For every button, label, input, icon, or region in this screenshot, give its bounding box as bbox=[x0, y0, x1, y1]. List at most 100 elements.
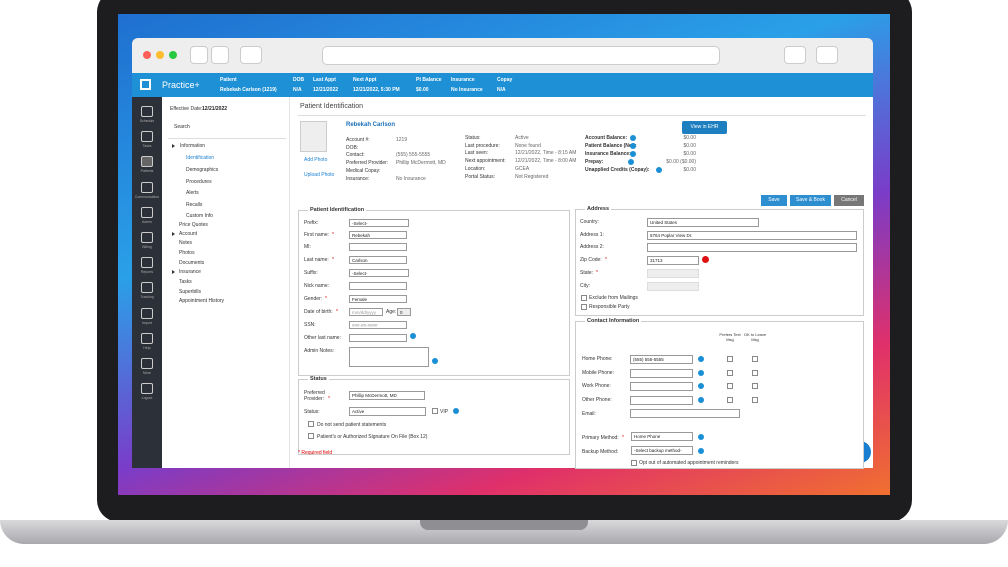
input[interactable]: Carlson bbox=[349, 256, 407, 264]
address-bar[interactable] bbox=[322, 46, 720, 65]
nav-item[interactable]: Recalls bbox=[186, 202, 203, 208]
input[interactable]: ###-##-#### bbox=[349, 321, 407, 329]
sidebar-icon[interactable] bbox=[141, 181, 153, 193]
view-ehr[interactable]: View in EHR bbox=[682, 121, 727, 134]
sidebar-icon[interactable] bbox=[141, 156, 153, 168]
input[interactable] bbox=[647, 269, 699, 278]
checkbox[interactable] bbox=[752, 397, 758, 404]
input[interactable] bbox=[349, 282, 407, 290]
checkbox[interactable] bbox=[727, 369, 733, 376]
input[interactable] bbox=[630, 368, 693, 378]
checkbox[interactable] bbox=[631, 460, 637, 466]
nav-item[interactable]: Price Quotes bbox=[179, 222, 208, 228]
section bbox=[298, 210, 570, 376]
input[interactable]: United States bbox=[647, 218, 759, 227]
nav-item[interactable]: Alerts bbox=[186, 190, 199, 196]
sidebar-icon[interactable] bbox=[141, 282, 153, 294]
header-label: Copay bbox=[497, 77, 513, 83]
sidebar-icon[interactable] bbox=[141, 206, 153, 218]
tabs-button[interactable] bbox=[816, 46, 838, 64]
action-button[interactable]: Cancel bbox=[834, 195, 864, 206]
select[interactable]: Phillip McDermott, MD bbox=[349, 391, 425, 400]
input[interactable]: -Select- bbox=[349, 269, 409, 277]
input[interactable] bbox=[349, 243, 407, 251]
nav-item[interactable]: Appointment History bbox=[179, 298, 225, 304]
detail-value: (555) 555-5555 bbox=[396, 152, 431, 159]
checkbox[interactable] bbox=[727, 397, 733, 404]
checkbox[interactable] bbox=[581, 304, 587, 310]
input[interactable] bbox=[630, 382, 693, 392]
sidebar-icon[interactable] bbox=[141, 106, 153, 117]
sidebar-icon[interactable] bbox=[141, 383, 153, 395]
input[interactable] bbox=[630, 409, 740, 418]
sidebar-icon[interactable] bbox=[141, 332, 153, 344]
nav-item[interactable]: Information bbox=[180, 143, 206, 149]
field-label: City: bbox=[580, 283, 590, 289]
action-button[interactable]: Save & Book bbox=[790, 195, 831, 206]
checkbox[interactable] bbox=[752, 383, 758, 390]
input[interactable]: -Select- bbox=[349, 219, 409, 227]
detail-label: Location: bbox=[465, 165, 486, 172]
minimize-button[interactable] bbox=[156, 51, 164, 59]
nav-item[interactable]: Documents bbox=[179, 260, 205, 266]
input[interactable]: Rebekah bbox=[349, 231, 407, 239]
header-label: Insurance bbox=[451, 77, 475, 83]
check-label: Do not send patient statements bbox=[317, 422, 387, 428]
expander bbox=[172, 232, 175, 236]
sidebar-icon[interactable] bbox=[141, 257, 153, 269]
input[interactable]: Female bbox=[349, 295, 407, 303]
select[interactable]: -Select backup method- bbox=[631, 446, 693, 455]
upload-photo[interactable]: Upload Photo bbox=[304, 172, 335, 178]
input[interactable] bbox=[647, 282, 699, 291]
sidebar-icon[interactable] bbox=[141, 232, 153, 243]
nav-item[interactable]: Tasks bbox=[179, 279, 192, 285]
nav-item[interactable]: Demographics bbox=[186, 167, 219, 173]
nav-item[interactable]: Identification bbox=[186, 155, 215, 161]
input[interactable] bbox=[647, 243, 857, 252]
close-button[interactable] bbox=[143, 51, 151, 59]
balance-value: $0.00 bbox=[683, 135, 696, 141]
divider bbox=[168, 138, 286, 139]
detail-value: Not Registered bbox=[515, 173, 549, 180]
checkbox[interactable] bbox=[581, 295, 587, 301]
search-link[interactable]: Search bbox=[174, 124, 190, 130]
zoom-button[interactable] bbox=[169, 51, 177, 59]
sidebar-icon[interactable] bbox=[141, 358, 153, 369]
input[interactable]: 31713 bbox=[647, 256, 699, 265]
select[interactable]: Active bbox=[349, 407, 426, 416]
checkbox[interactable] bbox=[432, 408, 438, 414]
input[interactable] bbox=[349, 347, 429, 367]
select[interactable]: Home Phone bbox=[631, 432, 693, 441]
add-photo[interactable]: Add Photo bbox=[304, 157, 328, 163]
input[interactable] bbox=[630, 396, 693, 406]
detail-label: Account #: bbox=[346, 137, 370, 143]
nav-item[interactable]: Procedures bbox=[186, 179, 212, 185]
input[interactable] bbox=[349, 334, 407, 342]
forward-button[interactable] bbox=[211, 46, 229, 64]
nav-item[interactable]: Photos bbox=[179, 250, 195, 256]
checkbox[interactable] bbox=[752, 369, 758, 376]
input[interactable]: mm/dd/yyyy bbox=[349, 308, 383, 316]
share-button[interactable] bbox=[784, 46, 806, 64]
detail-value: Active bbox=[515, 135, 529, 141]
back-button[interactable] bbox=[190, 46, 208, 64]
checkbox[interactable] bbox=[308, 433, 314, 439]
action-button[interactable]: Save bbox=[761, 195, 787, 206]
section-heading: Patient Identification bbox=[308, 207, 367, 213]
checkbox[interactable] bbox=[752, 356, 758, 362]
input[interactable]: 5764 Poplar View Dr. bbox=[647, 231, 857, 240]
checkbox[interactable] bbox=[727, 356, 733, 362]
sidebar-toggle[interactable] bbox=[240, 46, 262, 64]
nav-item[interactable]: Custom Info bbox=[186, 213, 213, 219]
nav-item[interactable]: Notes bbox=[179, 240, 193, 246]
nav-item[interactable]: Insurance bbox=[179, 269, 201, 275]
nav-item[interactable]: Superbills bbox=[179, 289, 201, 295]
input[interactable]: (555) 555-5555 bbox=[630, 355, 693, 364]
nav-item[interactable]: Account bbox=[179, 231, 198, 237]
sidebar-icon[interactable] bbox=[141, 307, 153, 319]
detail-value: No Insurance bbox=[396, 175, 426, 182]
checkbox[interactable] bbox=[727, 383, 733, 390]
required-mark: * bbox=[622, 435, 624, 441]
checkbox[interactable] bbox=[308, 421, 314, 427]
sidebar-icon[interactable] bbox=[141, 131, 153, 143]
